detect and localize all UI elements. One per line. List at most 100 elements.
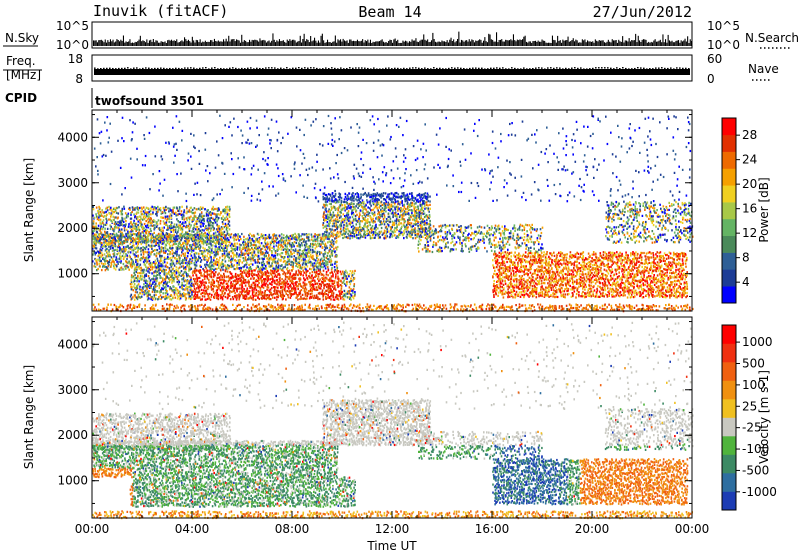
heatmap-cell [97,209,99,212]
noise-bar [428,42,430,46]
heatmap-cell [261,234,264,237]
heatmap-cell [114,216,116,219]
heatmap-cell [107,254,110,257]
heatmap-cell [246,249,248,252]
heatmap-cell [323,258,325,261]
heatmap-cell [200,219,203,222]
heatmap-cell [217,238,220,241]
heatmap-cell [162,277,164,280]
heatmap-cell [293,245,295,248]
heatmap-cell [305,252,307,255]
heatmap-cell [270,272,272,275]
heatmap-cell [208,212,211,215]
heatmap-cell [221,261,223,264]
heatmap-cell [252,259,255,262]
heatmap-cell [336,270,338,273]
heatmap-cell [217,293,220,296]
heatmap-cell [193,244,196,247]
heatmap-cell [221,290,223,293]
heatmap-cell [193,230,195,233]
noise-bar [298,41,300,46]
heatmap-cell [231,296,234,299]
noise-bar [515,41,517,46]
heatmap-cell [290,275,292,278]
heatmap-cell [196,225,199,229]
heatmap-cell [135,246,138,249]
heatmap-cell [315,294,318,297]
heatmap-cell [152,261,155,264]
noise-bar [393,39,395,46]
heatmap-cell [192,234,194,237]
heatmap-cell [142,260,145,263]
heatmap-cell [156,274,158,277]
heatmap-cell [147,222,149,225]
freq-tick [436,67,438,70]
heatmap-cell [320,251,323,254]
heatmap-cell [243,290,245,293]
noise-bar [245,40,247,46]
heatmap-cell [326,257,329,261]
heatmap-cell [286,260,288,263]
heatmap-cell [202,251,205,254]
freq-tick [649,68,651,70]
heatmap-cell [322,298,325,301]
heatmap-cell [305,243,308,246]
heatmap-cell [181,228,184,231]
heatmap-cell [130,225,133,228]
heatmap-cell [322,266,324,269]
heatmap-cell [189,279,191,282]
heatmap-cell [151,290,154,293]
noise-bar [213,38,215,46]
heatmap-cell [138,267,141,270]
heatmap-cell [297,285,299,288]
heatmap-cell [325,262,327,265]
noise-bar [639,40,641,46]
heatmap-cell [228,224,231,227]
heatmap-cell [113,249,115,252]
heatmap-cell [187,286,190,289]
heatmap-cell [329,272,331,275]
heatmap-cell [263,234,265,237]
heatmap-cell [100,212,102,215]
heatmap-cell [147,207,149,210]
heatmap-cell [331,245,333,248]
heatmap-cell [242,296,245,300]
heatmap-cell [154,226,156,230]
freq-tick [274,67,276,69]
freq-tick [334,67,336,70]
heatmap-cell [320,292,323,295]
heatmap-cell [232,265,234,268]
heatmap-cell [221,233,223,236]
heatmap-cell [273,281,276,284]
heatmap-cell [224,212,226,215]
heatmap-cell [325,270,328,274]
heatmap-cell [264,283,266,286]
heatmap-cell [130,228,133,231]
heatmap-cell [256,248,258,251]
noise-bar [494,41,496,46]
heatmap-cell [245,252,248,255]
heatmap-cell [195,247,198,250]
heatmap-cell [207,224,210,227]
heatmap-cell [137,272,139,275]
noise-bar [594,39,596,46]
heatmap-cell [214,248,217,251]
heatmap-cell [244,241,246,244]
heatmap-cell [133,269,136,272]
heatmap-cell [155,236,158,239]
freq-tick [379,68,381,70]
heatmap-cell [174,239,177,242]
heatmap-cell [173,277,176,280]
heatmap-cell [257,233,260,236]
heatmap-cell [175,287,178,290]
heatmap-cell [174,228,177,232]
heatmap-cell [313,243,315,246]
heatmap-cell [218,242,220,246]
heatmap-cell [229,284,232,288]
freq-tick [505,68,507,70]
heatmap-cell [287,257,289,261]
heatmap-cell [140,269,142,272]
heatmap-cell [213,262,215,265]
heatmap-cell [295,292,297,295]
heatmap-cell [113,262,116,265]
